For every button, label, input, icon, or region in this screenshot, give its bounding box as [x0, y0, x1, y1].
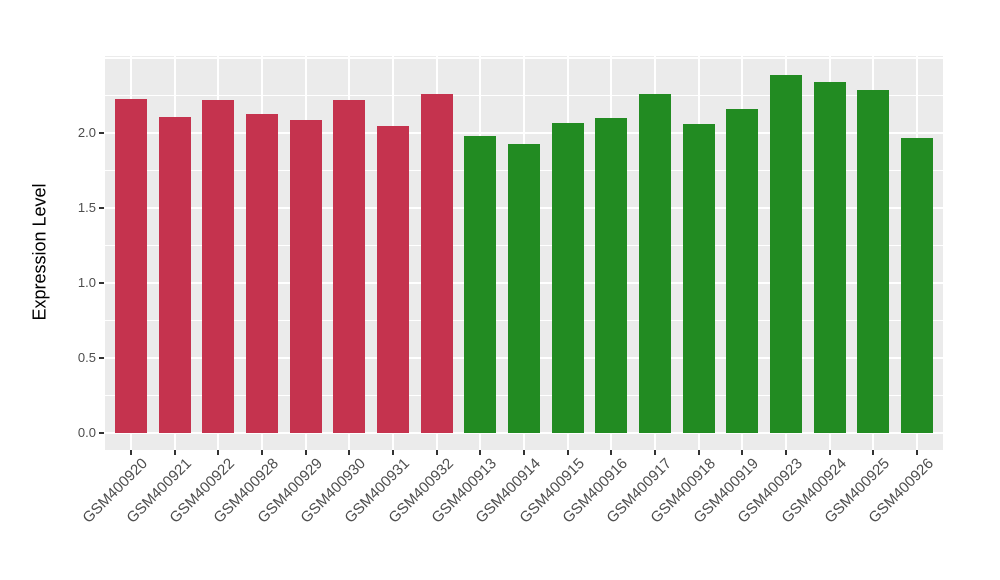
bar-GSM400914 — [508, 143, 540, 433]
x-tick-mark — [479, 450, 482, 455]
y-tick-label: 1.0 — [77, 275, 96, 290]
y-tick-mark — [99, 432, 104, 434]
x-tick-mark — [348, 450, 351, 455]
bar-GSM400925 — [857, 89, 890, 433]
bar-GSM400919 — [726, 109, 759, 433]
bar-GSM400921 — [158, 116, 191, 433]
bar-GSM400931 — [377, 125, 410, 433]
y-tick-label: 0.5 — [77, 350, 96, 365]
y-tick-mark — [99, 357, 104, 359]
x-tick-mark — [828, 450, 831, 455]
bar-GSM400926 — [900, 137, 933, 433]
y-tick-mark — [99, 282, 104, 284]
bar-GSM400917 — [638, 94, 671, 433]
bar-GSM400924 — [813, 82, 846, 433]
x-tick-mark — [173, 450, 176, 455]
y-tick-mark — [99, 132, 104, 134]
x-tick-mark — [872, 450, 875, 455]
x-tick-mark — [435, 450, 438, 455]
bar-GSM400929 — [289, 119, 322, 433]
bar-GSM400923 — [769, 74, 802, 433]
y-tick-mark — [99, 207, 104, 209]
y-tick-label: 1.5 — [77, 200, 96, 215]
x-tick-mark — [697, 450, 700, 455]
x-tick-mark — [784, 450, 787, 455]
bar-GSM400913 — [464, 136, 497, 433]
x-tick-mark — [610, 450, 613, 455]
x-tick-mark — [304, 450, 307, 455]
x-tick-mark — [130, 450, 133, 455]
x-tick-mark — [915, 450, 918, 455]
x-tick-mark — [392, 450, 395, 455]
bar-GSM400915 — [551, 122, 584, 433]
bar-GSM400928 — [246, 113, 279, 433]
x-tick-mark — [566, 450, 569, 455]
x-tick-mark — [261, 450, 264, 455]
x-tick-mark — [741, 450, 744, 455]
x-tick-mark — [217, 450, 220, 455]
bar-GSM400932 — [420, 94, 453, 433]
x-tick-mark — [523, 450, 525, 455]
bar-GSM400918 — [682, 124, 715, 433]
plot-panel — [105, 56, 943, 450]
y-tick-label: 0.0 — [77, 425, 96, 440]
bar-GSM400922 — [202, 100, 235, 433]
bar-GSM400916 — [595, 118, 628, 433]
bar-GSM400930 — [333, 100, 366, 433]
y-tick-label: 2.0 — [77, 125, 96, 140]
x-tick-mark — [653, 450, 656, 455]
bar-GSM400920 — [115, 98, 148, 433]
